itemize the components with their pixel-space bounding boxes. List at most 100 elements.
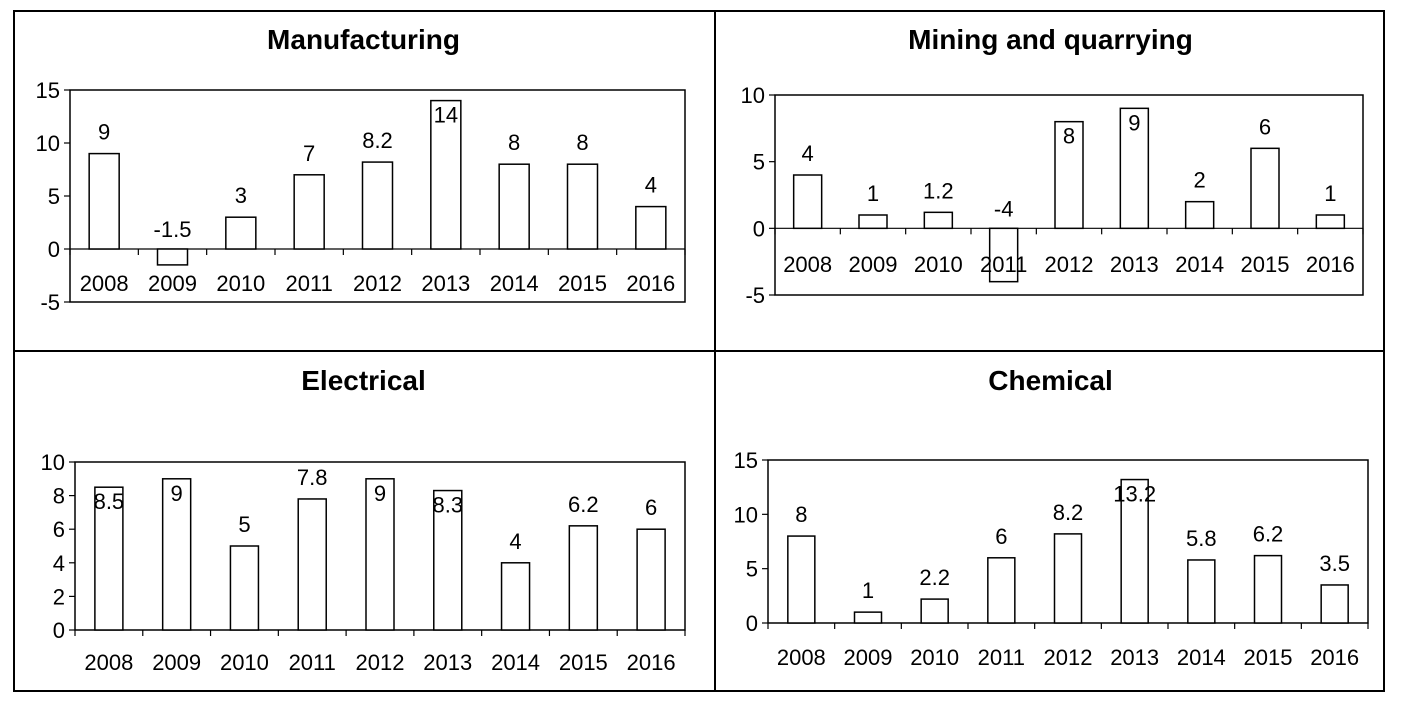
horizontal-divider: [13, 350, 1385, 352]
x-tick-label: 2010: [910, 645, 959, 670]
chemical-title: Chemical: [988, 365, 1113, 396]
bar: [792, 174, 823, 230]
bar: [1119, 107, 1150, 230]
plot-area-frame: [774, 94, 1364, 296]
data-label: 8: [508, 130, 520, 155]
x-tick-label: 2016: [1310, 645, 1359, 670]
x-tick-label: 2013: [423, 650, 472, 675]
bar: [923, 211, 954, 230]
chart-2: 0 2 4 6 8 10 8.5 2008 9 2009 5 2010 7.8 2011 9 2012 8.3 2…: [41, 450, 686, 675]
x-tick-label: 2008: [80, 271, 129, 296]
data-label: 5.8: [1186, 526, 1217, 551]
data-label: 6: [1259, 114, 1271, 139]
y-tick-label: 2: [53, 584, 65, 609]
data-label: 9: [98, 120, 110, 145]
chart-1: -5 0 5 10 4 2008 1 2009 1.2 2010 -4 2011 8 2012 9 2013 2…: [741, 83, 1364, 308]
x-tick-label: 2010: [216, 271, 265, 296]
bar: [987, 557, 1016, 624]
bar: [156, 248, 189, 266]
y-tick-label: 0: [746, 611, 758, 636]
x-tick-label: 2012: [353, 271, 402, 296]
y-tick-label: 5: [48, 184, 60, 209]
bar: [293, 174, 325, 250]
y-tick-label: 5: [753, 150, 765, 175]
bar: [498, 163, 530, 250]
data-label: -1.5: [154, 217, 192, 242]
bar: [1187, 559, 1216, 624]
data-label: 1: [867, 181, 879, 206]
chart-0: -5 0 5 10 15 9 2008 -1.5 2009 3 2010 7 2011 8.2 2012 14…: [36, 78, 686, 315]
data-label: 8: [1063, 124, 1075, 149]
bar: [361, 161, 394, 250]
x-tick-label: 2016: [627, 650, 676, 675]
bar: [635, 205, 667, 250]
data-label: 8: [795, 502, 807, 527]
bar: [988, 227, 1019, 283]
x-tick-label: 2014: [490, 271, 539, 296]
bar: [1253, 554, 1283, 624]
y-tick-label: -5: [40, 290, 60, 315]
x-tick-label: 2012: [1045, 252, 1094, 277]
data-label: 6.2: [1253, 522, 1284, 547]
x-tick-label: 2011: [289, 650, 336, 675]
bar: [858, 214, 888, 230]
x-tick-label: 2010: [914, 252, 963, 277]
bar: [1320, 584, 1349, 624]
data-label: 7.8: [297, 465, 328, 490]
x-tick-label: 2014: [1175, 252, 1224, 277]
bar: [88, 152, 120, 250]
bar: [433, 489, 463, 631]
x-tick-label: 2009: [849, 252, 898, 277]
bar: [1054, 120, 1084, 230]
x-tick-label: 2008: [84, 650, 133, 675]
data-label: 4: [802, 141, 814, 166]
data-label: -4: [994, 196, 1014, 221]
bar: [225, 216, 257, 250]
x-tick-label: 2016: [1306, 252, 1355, 277]
bar: [787, 535, 816, 624]
y-tick-label: 15: [36, 78, 60, 103]
x-tick-label: 2009: [844, 645, 893, 670]
y-tick-label: 10: [36, 131, 60, 156]
x-tick-label: 2013: [1110, 645, 1159, 670]
y-tick-label: 0: [53, 618, 65, 643]
x-tick-label: 2014: [491, 650, 540, 675]
data-label: 7: [303, 141, 315, 166]
data-label: 8.2: [1053, 500, 1084, 525]
data-label: 8: [576, 130, 588, 155]
y-tick-label: 15: [734, 448, 758, 473]
data-label: 6: [995, 524, 1007, 549]
x-tick-label: 2015: [559, 650, 608, 675]
y-tick-label: 10: [734, 502, 758, 527]
data-label: 1.2: [923, 178, 954, 203]
x-tick-label: 2012: [356, 650, 405, 675]
data-label: 2: [1194, 168, 1206, 193]
x-tick-label: 2013: [1110, 252, 1159, 277]
data-label: 4: [509, 529, 521, 554]
y-tick-label: 10: [41, 450, 65, 475]
x-tick-label: 2011: [978, 645, 1025, 670]
y-tick-label: 0: [48, 237, 60, 262]
y-tick-label: 4: [53, 551, 65, 576]
bar: [161, 478, 192, 631]
x-tick-label: 2009: [152, 650, 201, 675]
y-tick-label: 0: [753, 216, 765, 241]
mining-title: Mining and quarrying: [908, 24, 1193, 55]
x-tick-label: 2012: [1044, 645, 1093, 670]
electrical-title: Electrical: [301, 365, 426, 396]
bar: [920, 598, 949, 624]
bar: [636, 528, 666, 631]
bar: [229, 545, 260, 631]
chart-3: 0 5 10 15 8 2008 1 2009 2.2 2010 6 2011 8.2 2012 13.2 2…: [734, 448, 1369, 670]
y-tick-label: 6: [53, 517, 65, 542]
data-label: 5: [238, 512, 250, 537]
x-tick-label: 2009: [148, 271, 197, 296]
x-tick-label: 2010: [220, 650, 269, 675]
data-label: 13.2: [1113, 482, 1156, 507]
data-label: 6.2: [568, 492, 599, 517]
y-tick-label: 5: [746, 557, 758, 582]
bar: [1120, 478, 1149, 624]
data-label: 1: [862, 578, 874, 603]
bar: [1184, 200, 1215, 230]
